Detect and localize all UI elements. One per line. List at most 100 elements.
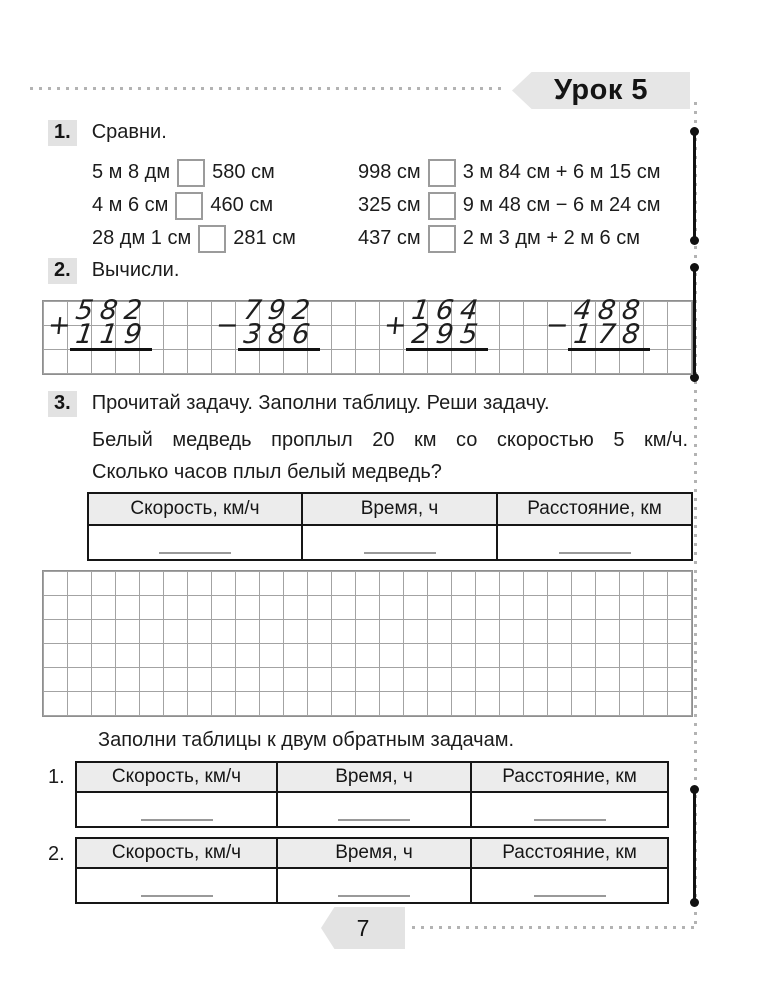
table-header-time: Время, ч (278, 763, 472, 793)
table-answer-cell[interactable] (77, 869, 278, 902)
table-header-row: Скорость, км/ч Время, ч Расстояние, км (77, 839, 667, 869)
dotted-border-bottom (412, 926, 697, 929)
operator-sign: − (544, 310, 571, 341)
inverse-instruction: Заполни таблицы к двум обратным задачам. (98, 729, 515, 751)
column-sum-3: + 164 295 (382, 295, 512, 373)
speed-time-distance-table: Скорость, км/ч Время, ч Расстояние, км (87, 492, 693, 561)
compare-row: 437 см 2 м 3 дм + 2 м 6 см (358, 222, 661, 255)
operator-sign: + (382, 310, 409, 341)
table-answer-cell[interactable] (278, 793, 472, 826)
answer-slot (533, 895, 606, 897)
page-number: 7 (356, 914, 370, 941)
exercise-1-number: 1. (48, 120, 77, 146)
answer-slot (338, 895, 410, 897)
comparison-answer-box[interactable] (427, 158, 456, 187)
table-body-row (77, 869, 667, 902)
table-header-distance: Расстояние, км (472, 839, 667, 869)
exercise-2-instruction: Вычисли. (91, 259, 180, 281)
bottom-operand: 386 (241, 319, 319, 350)
exercise-3-number: 3. (48, 391, 77, 417)
operator-sign: − (214, 310, 241, 341)
compare-row: 5 м 8 дм 580 см (92, 156, 296, 189)
compare-row: 28 дм 1 см 281 см (92, 222, 296, 255)
lesson-banner: Урок 5 (512, 72, 690, 109)
exercise-3-instruction: Прочитай задачу. Заполни таблицу. Реши з… (91, 392, 550, 414)
operator-sign: + (46, 310, 73, 341)
exercise-1-header: 1. Сравни. (48, 120, 167, 146)
equals-line (568, 348, 650, 351)
equals-line (406, 348, 488, 351)
dotted-border-top (30, 87, 506, 90)
column-sum-4: − 488 178 (544, 295, 674, 373)
table-header-row: Скорость, км/ч Время, ч Расстояние, км (89, 494, 691, 526)
compare-row: 4 м 6 см 460 см (92, 189, 296, 222)
answer-slot (338, 819, 410, 821)
inverse-table-2: Скорость, км/ч Время, ч Расстояние, км (75, 837, 669, 904)
table-answer-cell[interactable] (498, 526, 691, 559)
table-header-time: Время, ч (303, 494, 498, 526)
comparison-answer-box[interactable] (177, 158, 206, 187)
exercise-1-instruction: Сравни. (91, 121, 167, 143)
bottom-operand: 295 (409, 319, 487, 350)
section-marker-line-2 (690, 263, 699, 382)
comparison-answer-box[interactable] (427, 224, 456, 253)
compare-left-value: 4 м 6 см (92, 194, 169, 216)
table-header-distance: Расстояние, км (472, 763, 667, 793)
inverse-table-1-label: 1. (48, 766, 65, 788)
page-number-badge: 7 (321, 907, 405, 949)
word-problem-line-1: Белый медведь проплыл 20 км со скоростью… (92, 429, 688, 451)
table-answer-cell[interactable] (303, 526, 498, 559)
compare-left-value: 28 дм 1 см (92, 227, 192, 249)
compare-row: 998 см 3 м 84 см + 6 м 15 см (358, 156, 661, 189)
word-problem-text: Белый медведь проплыл 20 км со скоростью… (92, 424, 688, 488)
lesson-title: Урок 5 (553, 74, 649, 106)
table-body-row (77, 793, 667, 826)
working-squared-grid[interactable] (42, 570, 693, 717)
exercise-3-header: 3. Прочитай задачу. Заполни таблицу. Реш… (48, 391, 550, 417)
answer-slot (140, 819, 213, 821)
table-answer-cell[interactable] (472, 869, 667, 902)
table-header-speed: Скорость, км/ч (89, 494, 303, 526)
dotted-border-right (694, 102, 697, 928)
table-body-row (89, 526, 691, 559)
answer-slot (140, 895, 213, 897)
table-answer-cell[interactable] (278, 869, 472, 902)
section-marker-line-1 (690, 127, 699, 245)
inverse-table-2-label: 2. (48, 843, 65, 865)
compare-list-left: 5 м 8 дм 580 см 4 м 6 см 460 см 28 дм 1 … (92, 156, 296, 255)
section-marker-line-3 (690, 785, 699, 907)
word-problem-line-2: Сколько часов плыл белый медведь? (92, 461, 442, 483)
table-header-time: Время, ч (278, 839, 472, 869)
compare-right-value: 2 м 3 дм + 2 м 6 см (462, 227, 640, 249)
arithmetic-squared-grid[interactable] (42, 300, 693, 375)
table-header-row: Скорость, км/ч Время, ч Расстояние, км (77, 763, 667, 793)
comparison-answer-box[interactable] (427, 191, 456, 220)
comparison-answer-box[interactable] (198, 224, 227, 253)
table-answer-cell[interactable] (472, 793, 667, 826)
bottom-operand: 178 (571, 319, 649, 350)
compare-list-right: 998 см 3 м 84 см + 6 м 15 см 325 см 9 м … (358, 156, 661, 255)
table-answer-cell[interactable] (89, 526, 303, 559)
column-sum-2: − 792 386 (214, 295, 344, 373)
inverse-table-1: Скорость, км/ч Время, ч Расстояние, км (75, 761, 669, 828)
equals-line (70, 348, 152, 351)
compare-right-value: 9 м 48 см − 6 м 24 см (462, 194, 661, 216)
equals-line (238, 348, 320, 351)
column-sum-1: + 582 119 (46, 295, 176, 373)
compare-left-value: 325 см (358, 194, 421, 216)
compare-right-value: 281 см (233, 227, 296, 249)
table-answer-cell[interactable] (77, 793, 278, 826)
table-header-speed: Скорость, км/ч (77, 763, 278, 793)
exercise-2-header: 2. Вычисли. (48, 258, 179, 284)
compare-right-value: 580 см (212, 161, 275, 183)
compare-left-value: 437 см (358, 227, 421, 249)
table-header-distance: Расстояние, км (498, 494, 691, 526)
answer-slot (533, 819, 606, 821)
compare-right-value: 3 м 84 см + 6 м 15 см (462, 161, 661, 183)
compare-row: 325 см 9 м 48 см − 6 м 24 см (358, 189, 661, 222)
comparison-answer-box[interactable] (175, 191, 204, 220)
answer-slot (363, 552, 436, 554)
table-header-speed: Скорость, км/ч (77, 839, 278, 869)
compare-left-value: 5 м 8 дм (92, 161, 171, 183)
bottom-operand: 119 (73, 319, 151, 350)
